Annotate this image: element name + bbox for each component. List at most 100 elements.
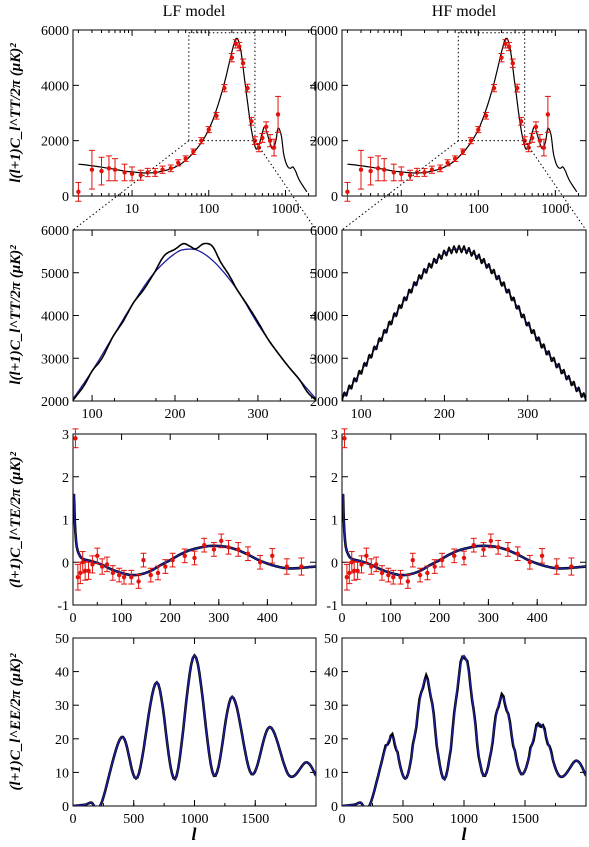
r1-right-point (437, 166, 443, 171)
r3-right-ytick-label: 0 (331, 556, 338, 571)
r1-left-point (99, 168, 104, 174)
r4-left-xtick-label: 0 (70, 812, 77, 827)
r1-left-point (76, 189, 81, 195)
r3-left-ytick-label: 2 (62, 471, 69, 486)
r1-right-point (526, 145, 531, 150)
r4-right-ytick-label: 10 (324, 766, 338, 781)
r1-left-point (129, 171, 135, 177)
r3-left-point (226, 545, 231, 550)
r4-left-blue-curve (73, 654, 316, 806)
r3-right-point (410, 557, 415, 563)
y-axis-label-row2: l(l+1)C_l^TT/2π (μK)² (8, 245, 24, 385)
r4-left-frame (72, 637, 317, 807)
r1-right-zoom-box (457, 32, 526, 142)
r3-right-ytick-label: 1 (331, 514, 338, 529)
r1-left-zoom-connector (72, 140, 190, 231)
r1-left-point (256, 145, 262, 150)
r3-left-point (110, 570, 116, 576)
x-axis-label-right: l (461, 824, 466, 844)
r1-left-theory-curve (78, 37, 308, 193)
r1-right-point (407, 173, 413, 178)
r4-right-frame (341, 637, 587, 807)
r1-right-point (506, 44, 512, 49)
r1-left-point (249, 119, 254, 124)
r3-right-point (471, 542, 476, 548)
r3-right-point (539, 553, 545, 559)
r1-left-point (222, 85, 227, 91)
r2-right-frame (341, 229, 587, 402)
r3-left-point (148, 572, 153, 578)
r3-right-point (481, 547, 486, 552)
r1-left-point (240, 61, 246, 66)
r3-left-ytick-label: 1 (62, 514, 69, 529)
r1-left-point (112, 167, 118, 172)
r1-right-point (483, 113, 489, 118)
r1-right-point (391, 170, 397, 175)
r3-right-point (495, 545, 501, 550)
r4-right-black-curve (342, 654, 586, 806)
r1-left-point (245, 85, 250, 91)
r2-right-ytick-label: 6000 (310, 224, 338, 239)
r1-right-point (476, 127, 481, 132)
r3-left-xtick-label: 400 (257, 611, 278, 626)
r1-left-ytick-label: 6000 (41, 24, 69, 39)
r1-right-point (491, 85, 497, 91)
r3-right-point (352, 568, 357, 573)
r4-right-blue-curve (342, 654, 586, 806)
r2-right-ytick-label: 2000 (310, 395, 338, 410)
r3-right-point (569, 564, 574, 569)
r4-right-ytick-label: 30 (324, 699, 338, 714)
r3-right-xtick-label: 300 (478, 611, 499, 626)
r3-left-ytick-label: 0 (62, 556, 69, 571)
r3-left-point (136, 579, 141, 584)
r3-left-point (90, 562, 95, 567)
r1-right-point (358, 167, 364, 172)
r2-right-blue-curve (342, 248, 586, 400)
x-axis-label: l (191, 824, 196, 844)
y-axis-label-row1: l(l+1)C_l^TT/2π (μK)² (8, 43, 24, 183)
r3-left-point (95, 553, 100, 559)
r3-left-ytick-label: 3 (62, 428, 69, 443)
r3-right-xtick-label: 400 (527, 611, 548, 626)
r4-right-xtick-label: 500 (393, 812, 414, 827)
r1-left-ytick-label: 2000 (41, 135, 69, 150)
r3-left-point (86, 568, 91, 573)
r1-right-ytick-label: 0 (331, 190, 338, 205)
r3-right-point (417, 572, 423, 578)
r1-left-point (160, 167, 165, 172)
r3-left-xtick-label: 0 (70, 611, 77, 626)
panel-title-left: LF model (163, 3, 226, 20)
r1-left-ytick-label: 4000 (41, 79, 69, 94)
r1-right-point (422, 170, 427, 175)
r3-left-point (236, 547, 241, 552)
r4-left-xtick-label: 500 (123, 812, 144, 827)
r1-right-xtick-label: 100 (468, 202, 489, 217)
r3-right-frame (341, 433, 587, 606)
r3-left-point (219, 538, 224, 544)
r1-left-zoom-box (188, 32, 256, 142)
r2-left-ytick-label: 5000 (41, 267, 69, 282)
r1-right-point (529, 135, 535, 141)
r1-right-zoom-connector (341, 140, 459, 231)
r1-left-frame (72, 29, 317, 197)
r3-right-point (461, 555, 467, 561)
r2-left-black-curve (73, 242, 316, 401)
r3-left-point (192, 555, 197, 561)
r3-right-point (359, 562, 364, 567)
r1-right-point (452, 156, 458, 161)
r1-left-point (237, 44, 242, 49)
r2-right-xtick-label: 300 (517, 407, 538, 422)
r2-left-ytick-label: 3000 (41, 352, 69, 367)
r1-right-point (381, 167, 387, 172)
y-axis-label-row4: (l+1)C_l^EE/2π (μK)² (8, 653, 24, 790)
r2-left-frame (72, 229, 317, 402)
r1-right-point (518, 119, 524, 124)
r1-left-point (138, 173, 143, 178)
r3-left-xtick-label: 300 (208, 611, 229, 626)
r3-left-point (99, 564, 105, 569)
r3-right-point (355, 568, 360, 573)
r2-right-black-curve (342, 244, 586, 401)
r2-right-ytick-label: 4000 (310, 310, 338, 325)
r4-left-ytick-label: 20 (55, 733, 69, 748)
r2-left-ytick-label: 2000 (41, 395, 69, 410)
